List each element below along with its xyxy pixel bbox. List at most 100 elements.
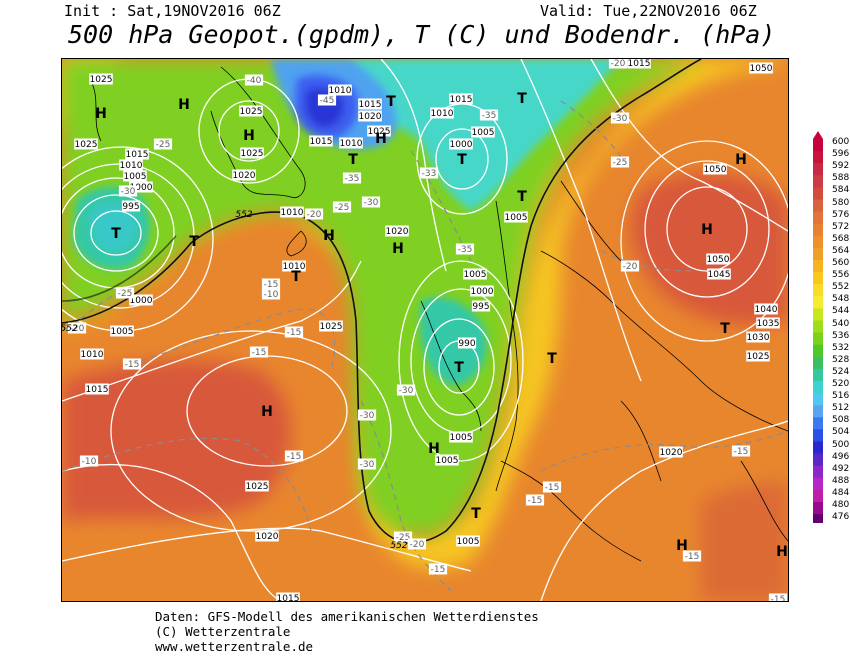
temperature-label: -40 [247, 76, 262, 86]
chart-title: 500 hPa Geopot.(gpdm), T (C) und Bodendr… [68, 20, 776, 49]
temperature-label: -30 [613, 114, 628, 124]
low-pressure-marker: T [386, 94, 396, 110]
high-pressure-marker: H [243, 128, 255, 144]
temperature-label: -15 [287, 328, 302, 338]
field-red-russia [630, 172, 788, 325]
legend-value: 512 [832, 403, 850, 414]
temperature-label: -20 [410, 540, 425, 550]
legend-swatch [813, 405, 823, 418]
temperature-label-box [455, 243, 475, 255]
legend-value: 500 [832, 439, 850, 450]
legend-swatch [813, 477, 823, 491]
temperature-label-box [610, 156, 630, 168]
valid-time: Valid: Tue,22NOV2016 06Z [540, 2, 757, 20]
isobar-label-box [703, 163, 727, 175]
high-pressure-marker: H [676, 538, 688, 554]
high-pressure-marker: H [375, 131, 387, 147]
temperature-label-box [419, 167, 439, 179]
isobar-label: 1020 [660, 448, 683, 458]
isobar-label: 1010 [283, 262, 306, 272]
legend-swatch [813, 308, 823, 321]
legend-swatch [813, 163, 823, 176]
legend-swatch [813, 151, 823, 164]
isobar-label-box [385, 225, 409, 237]
temperature-label: -20 [611, 59, 626, 69]
init-time: Init : Sat,19NOV2016 06Z [64, 2, 281, 20]
isobar-label-box [276, 592, 300, 601]
temperature-label-box [118, 185, 138, 197]
isobar-label: 1030 [747, 333, 770, 343]
field-green-trough [62, 59, 701, 535]
legend-swatch [813, 356, 823, 370]
temperature-label: -25 [156, 140, 171, 150]
contour-544 [62, 235, 177, 302]
coastlines [90, 66, 788, 562]
isobar-label: 1025 [241, 149, 264, 159]
low-pressure-marker: T [720, 321, 730, 337]
high-pressure-marker: H [776, 544, 788, 560]
isobar-label: 1020 [256, 532, 279, 542]
legend-swatch [813, 429, 823, 442]
temperature-label: -25 [118, 289, 133, 299]
legend-swatch [813, 247, 823, 261]
temperature-label: -25 [335, 203, 350, 213]
legend-value: 596 [832, 149, 850, 160]
isobar-label-box [282, 260, 306, 272]
temperature-label-box [249, 346, 269, 358]
temperature-label-box [396, 384, 416, 396]
legend-value: 492 [832, 463, 850, 474]
isobar-label-box [430, 107, 454, 119]
temperature-label: -15 [431, 565, 446, 575]
isobar-label-box [449, 93, 473, 105]
isobar-label-box [280, 206, 304, 218]
legend-swatch [813, 465, 823, 479]
isobar-label-box [457, 337, 477, 349]
legend-value: 592 [832, 161, 850, 172]
isobar-label: 1000 [450, 140, 473, 150]
temperature-label: -10 [82, 457, 97, 467]
temperature-label: -45 [320, 96, 335, 106]
isobar-label: 1010 [431, 109, 454, 119]
temperature-label-box [542, 481, 562, 493]
temperature-label: -15 [771, 595, 786, 601]
isobar-label: 1020 [359, 112, 382, 122]
high-pressure-marker: H [261, 404, 273, 420]
legend-value: 600 [832, 137, 850, 147]
temperature-label: -33 [422, 169, 437, 179]
isobar-label-box [129, 294, 153, 306]
isobar-label-box [110, 325, 134, 337]
legend-swatch [813, 199, 823, 212]
isobar-label: 1005 [457, 537, 480, 547]
legend-value: 536 [832, 330, 850, 341]
isobar-label-box [245, 480, 269, 492]
legend-value: 548 [832, 294, 850, 305]
isobar-label: 1010 [340, 139, 363, 149]
legend-swatch [813, 320, 823, 333]
temperature-label: -25 [613, 158, 628, 168]
temperature-label: -30 [121, 187, 136, 197]
isobar-label-box [309, 135, 333, 147]
legend-value: 504 [832, 427, 850, 438]
isobar-label: 1005 [111, 327, 134, 337]
legend-value: 588 [832, 173, 850, 184]
isobar-label: 1025 [320, 322, 343, 332]
legend-swatch [813, 332, 823, 346]
low-pressure-marker: T [547, 351, 557, 367]
isobar-label-box [746, 350, 770, 362]
isobar-label: 1025 [747, 352, 770, 362]
isobar-label: 1025 [90, 75, 113, 85]
temperature-label-box [304, 208, 324, 220]
temperature-label-box [357, 409, 377, 421]
isobar-label: 1050 [704, 165, 727, 175]
isobar-label-box [121, 200, 141, 212]
legend-scale [813, 131, 823, 523]
temperature-label-box [610, 112, 630, 124]
isobar-label: 1015 [86, 385, 109, 395]
legend-value: 540 [832, 318, 850, 329]
isobar-label-box [240, 147, 264, 159]
isobar-label-box [85, 383, 109, 395]
legend-swatch [813, 296, 823, 309]
isobar-label-box [129, 181, 153, 193]
map-labels: 1025102510251015101010051000995100010051… [62, 59, 788, 601]
legend-swatch [813, 139, 823, 152]
